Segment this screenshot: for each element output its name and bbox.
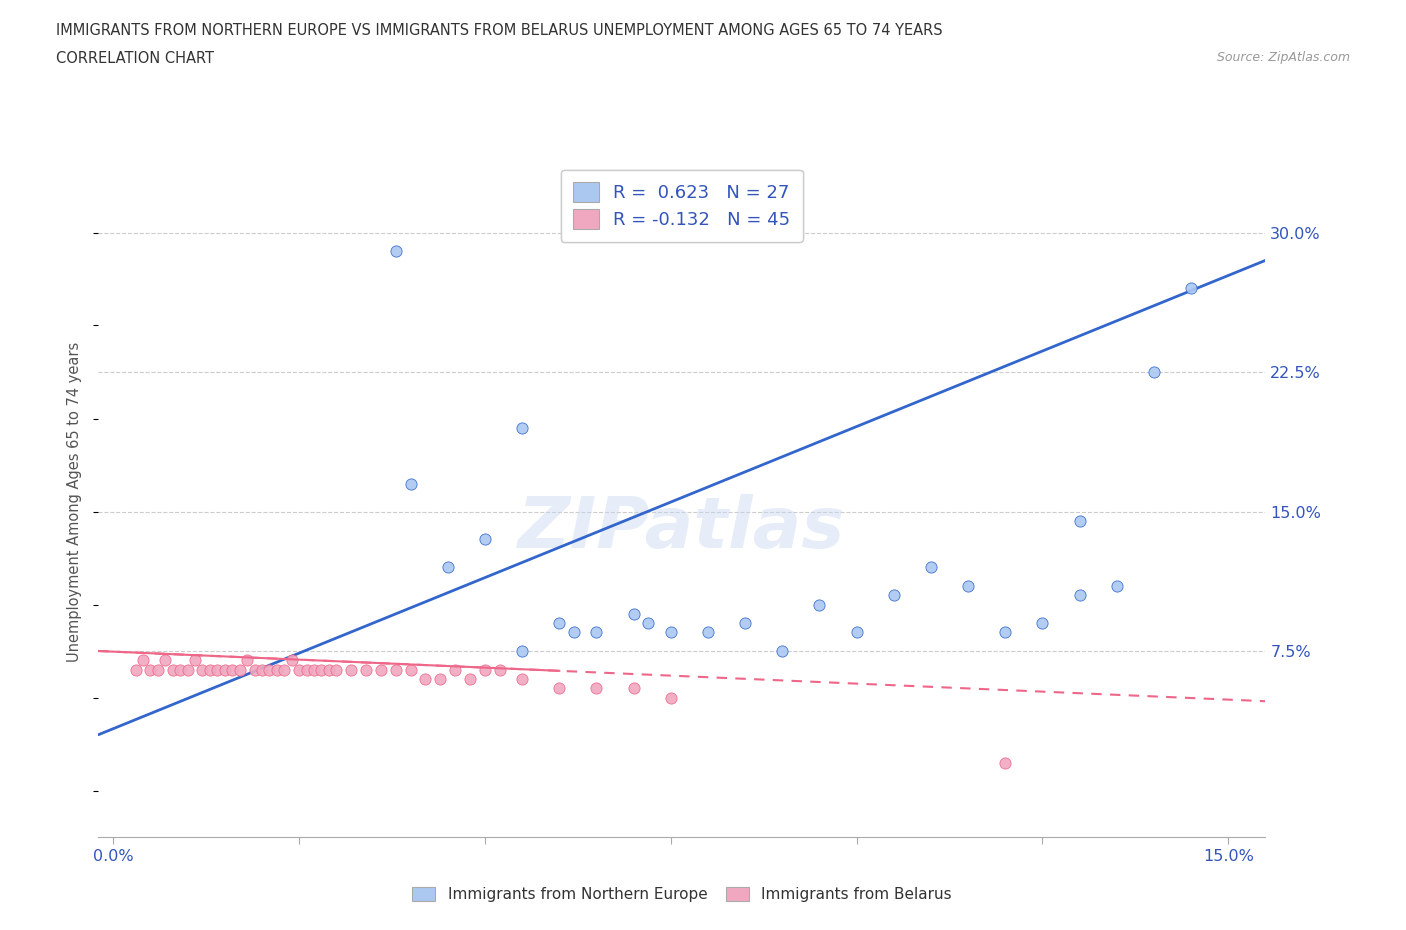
Point xyxy=(637,616,659,631)
Point xyxy=(957,578,980,593)
Point xyxy=(243,662,266,677)
Point xyxy=(734,616,756,631)
Point xyxy=(162,662,184,677)
Point xyxy=(585,625,607,640)
Y-axis label: Unemployment Among Ages 65 to 74 years: Unemployment Among Ages 65 to 74 years xyxy=(67,342,83,662)
Point xyxy=(169,662,191,677)
Point xyxy=(146,662,169,677)
Point xyxy=(510,644,533,658)
Point xyxy=(139,662,162,677)
Point xyxy=(288,662,311,677)
Point xyxy=(994,625,1017,640)
Point xyxy=(132,653,155,668)
Point xyxy=(318,662,340,677)
Point xyxy=(623,681,645,696)
Point xyxy=(548,616,571,631)
Point xyxy=(1069,513,1091,528)
Point xyxy=(585,681,607,696)
Point xyxy=(770,644,793,658)
Point xyxy=(444,662,467,677)
Point xyxy=(562,625,585,640)
Point xyxy=(302,662,325,677)
Point xyxy=(1105,578,1128,593)
Point xyxy=(250,662,273,677)
Text: IMMIGRANTS FROM NORTHERN EUROPE VS IMMIGRANTS FROM BELARUS UNEMPLOYMENT AMONG AG: IMMIGRANTS FROM NORTHERN EUROPE VS IMMIG… xyxy=(56,23,943,38)
Point xyxy=(548,681,571,696)
Point xyxy=(266,662,288,677)
Point xyxy=(429,671,451,686)
Text: CORRELATION CHART: CORRELATION CHART xyxy=(56,51,214,66)
Point xyxy=(354,662,377,677)
Point xyxy=(1143,365,1166,379)
Point xyxy=(399,476,422,491)
Point xyxy=(191,662,214,677)
Point xyxy=(259,662,281,677)
Point xyxy=(474,662,496,677)
Legend: R =  0.623   N = 27, R = -0.132   N = 45: R = 0.623 N = 27, R = -0.132 N = 45 xyxy=(561,170,803,242)
Point xyxy=(1069,588,1091,603)
Point xyxy=(415,671,437,686)
Point xyxy=(697,625,720,640)
Point xyxy=(1180,281,1202,296)
Point xyxy=(808,597,831,612)
Point xyxy=(920,560,942,575)
Point xyxy=(883,588,905,603)
Point xyxy=(623,606,645,621)
Point xyxy=(228,662,250,677)
Point xyxy=(399,662,422,677)
Point xyxy=(176,662,198,677)
Point xyxy=(1031,616,1053,631)
Point xyxy=(311,662,333,677)
Point xyxy=(184,653,207,668)
Point xyxy=(994,755,1017,770)
Text: ZIPatlas: ZIPatlas xyxy=(519,495,845,564)
Point xyxy=(207,662,229,677)
Point xyxy=(325,662,347,677)
Point xyxy=(510,671,533,686)
Point xyxy=(280,653,302,668)
Point xyxy=(845,625,868,640)
Point xyxy=(384,662,406,677)
Point xyxy=(295,662,318,677)
Point xyxy=(214,662,236,677)
Point xyxy=(221,662,243,677)
Point xyxy=(474,532,496,547)
Point xyxy=(340,662,363,677)
Point xyxy=(510,420,533,435)
Point xyxy=(155,653,177,668)
Point xyxy=(273,662,295,677)
Point xyxy=(488,662,510,677)
Legend: Immigrants from Northern Europe, Immigrants from Belarus: Immigrants from Northern Europe, Immigra… xyxy=(406,881,957,909)
Point xyxy=(236,653,259,668)
Point xyxy=(458,671,481,686)
Point xyxy=(124,662,146,677)
Text: Source: ZipAtlas.com: Source: ZipAtlas.com xyxy=(1216,51,1350,64)
Point xyxy=(659,625,682,640)
Point xyxy=(370,662,392,677)
Point xyxy=(659,690,682,705)
Point xyxy=(436,560,458,575)
Point xyxy=(198,662,221,677)
Point xyxy=(384,244,406,259)
